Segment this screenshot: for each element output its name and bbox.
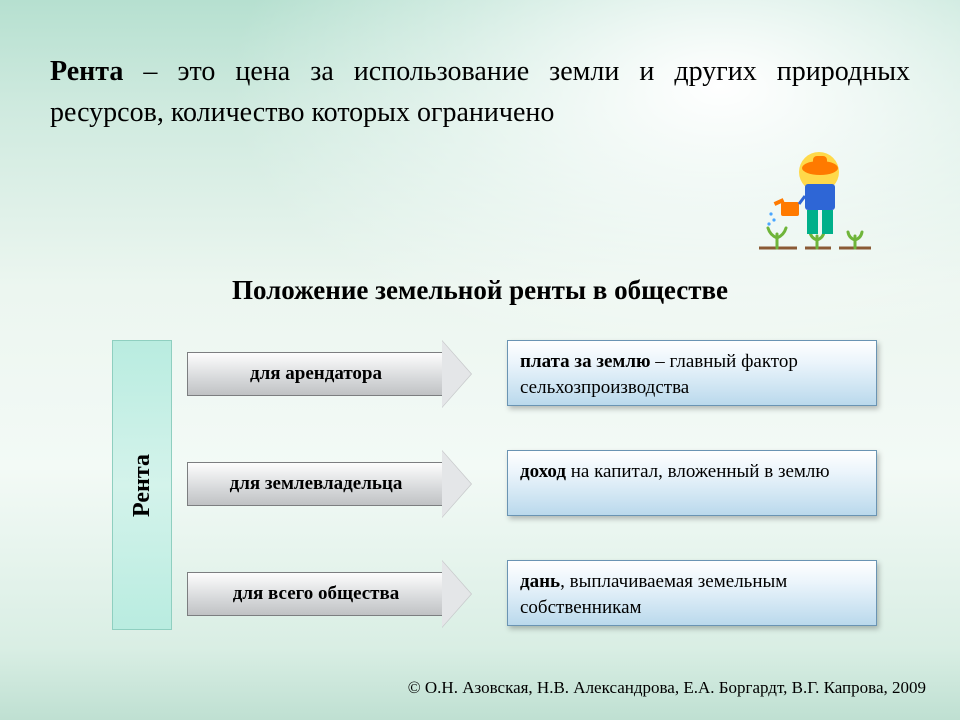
diagram: Рента для арендатора для землевладельца … xyxy=(112,340,892,630)
dash: – xyxy=(123,56,177,87)
arrow-landowner: для землевладельца xyxy=(187,462,472,506)
definition-text: это цена за использование земли и других… xyxy=(50,56,910,128)
arrow-label: для арендатора xyxy=(187,352,444,396)
gardener-clipart xyxy=(755,150,875,255)
subtitle: Положение земельной ренты в обществе xyxy=(0,275,960,306)
box-rest: на капитал, вложенный в землю xyxy=(566,461,830,482)
arrow-tenant: для арендатора xyxy=(187,352,472,396)
arrow-label: для всего общества xyxy=(187,572,444,616)
credits: © О.Н. Азовская, Н.В. Александрова, Е.А.… xyxy=(408,678,926,698)
gardener xyxy=(767,156,838,234)
box-bold: плата за землю xyxy=(520,351,651,372)
arrow-society: для всего общества xyxy=(187,572,472,616)
box-rest: , выплачиваемая земельным собственникам xyxy=(520,571,787,618)
arrow-head-icon xyxy=(442,560,472,628)
water-drops xyxy=(767,212,775,225)
definition-paragraph: Рента – это цена за использование земли … xyxy=(50,52,910,133)
vertical-bar: Рента xyxy=(112,340,172,630)
term: Рента xyxy=(50,56,123,87)
box-tenant: плата за землю – главный фактор сельхозп… xyxy=(507,340,877,406)
box-bold: дань xyxy=(520,571,560,592)
box-society: дань, выплачиваемая земельным собственни… xyxy=(507,560,877,626)
arrow-head-icon xyxy=(442,450,472,518)
arrow-label: для землевладельца xyxy=(187,462,444,506)
arrow-head-icon xyxy=(442,340,472,408)
vertical-bar-label: Рента xyxy=(129,454,156,517)
box-landowner: доход на капитал, вложенный в землю xyxy=(507,450,877,516)
box-bold: доход xyxy=(520,461,566,482)
